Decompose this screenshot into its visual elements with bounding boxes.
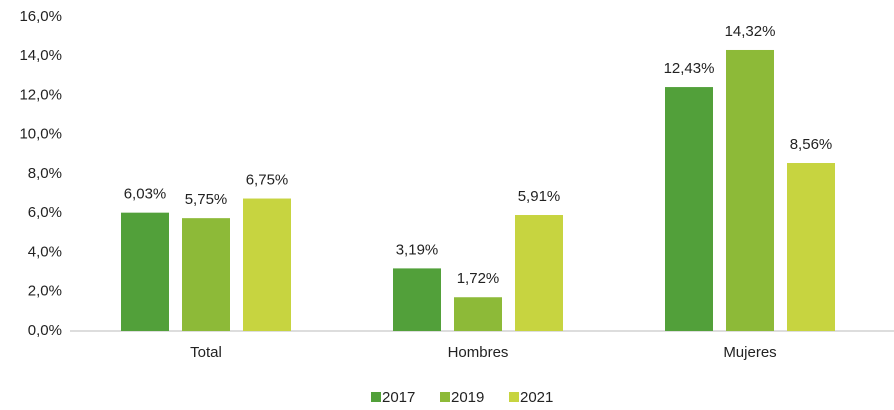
bar: [665, 87, 713, 331]
bar: [787, 163, 835, 331]
y-tick-label: 6,0%: [28, 204, 62, 221]
data-label: 1,72%: [457, 270, 500, 287]
legend-swatch: [371, 392, 381, 402]
data-label: 12,43%: [664, 60, 715, 77]
legend-label: 2021: [520, 389, 553, 406]
data-label: 5,75%: [185, 191, 228, 208]
bar: [454, 297, 502, 331]
bar: [515, 215, 563, 331]
bar: [182, 218, 230, 331]
y-tick-label: 8,0%: [28, 165, 62, 182]
bar: [726, 49, 774, 331]
legend-label: 2019: [451, 389, 484, 406]
legend-label: 2017: [382, 389, 415, 406]
legend-swatch: [440, 392, 450, 402]
legend-swatch: [509, 392, 519, 402]
bar: [243, 198, 291, 331]
y-tick-label: 2,0%: [28, 283, 62, 300]
data-label: 3,19%: [396, 241, 439, 258]
y-tick-label: 16,0%: [19, 8, 62, 25]
y-tick-label: 10,0%: [19, 126, 62, 143]
data-label: 6,03%: [124, 186, 167, 203]
y-tick-label: 12,0%: [19, 86, 62, 103]
data-label: 5,91%: [518, 188, 561, 205]
y-tick-label: 14,0%: [19, 47, 62, 64]
data-label: 14,32%: [725, 23, 776, 40]
x-tick-label: Total: [190, 344, 222, 361]
y-tick-label: 0,0%: [28, 322, 62, 339]
bar: [121, 212, 169, 331]
bar: [393, 268, 441, 331]
x-tick-label: Hombres: [448, 344, 509, 361]
data-label: 6,75%: [246, 172, 289, 189]
y-tick-label: 4,0%: [28, 243, 62, 260]
x-tick-label: Mujeres: [723, 344, 776, 361]
data-label: 8,56%: [790, 136, 833, 153]
